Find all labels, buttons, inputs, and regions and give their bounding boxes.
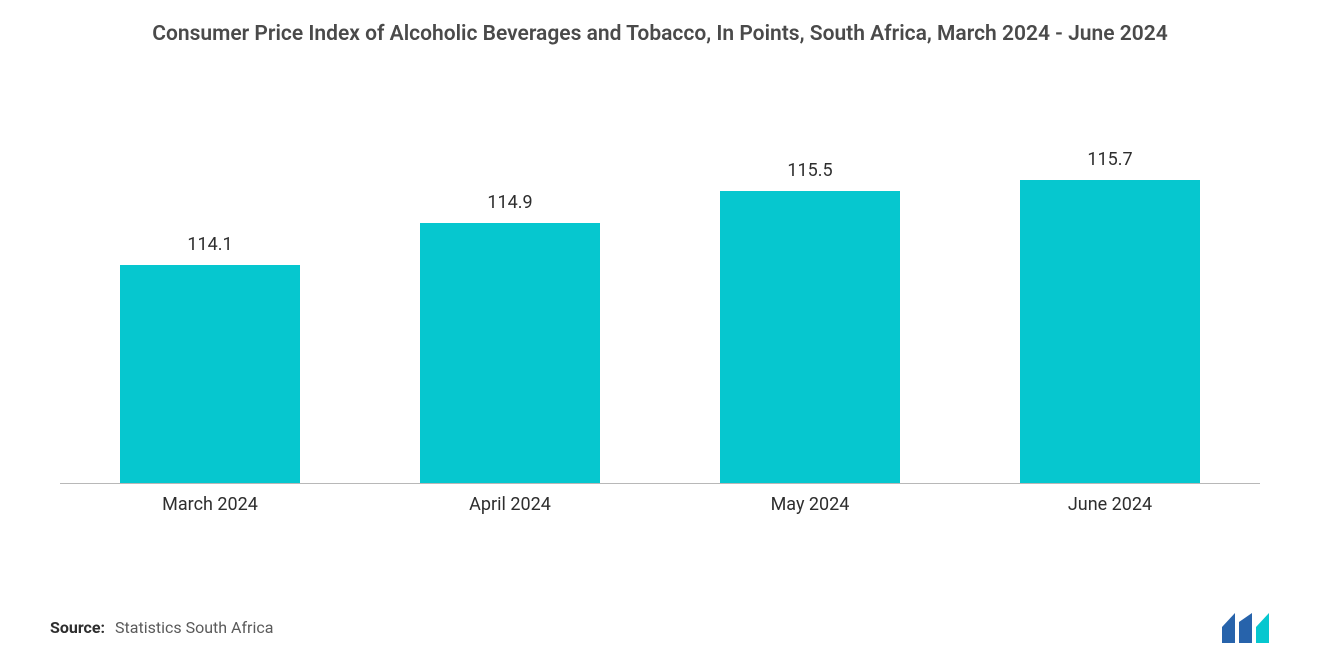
x-axis-labels: March 2024April 2024May 2024June 2024 xyxy=(40,484,1280,515)
bar-value-label: 115.5 xyxy=(787,160,832,181)
source-row: Source: Statistics South Africa xyxy=(50,618,273,637)
bar-value-label: 115.7 xyxy=(1087,149,1132,170)
bar-group: 114.1 xyxy=(60,234,360,483)
x-axis-label: April 2024 xyxy=(360,494,660,515)
bar xyxy=(1020,180,1200,483)
bar-group: 115.7 xyxy=(960,149,1260,483)
x-axis-label: June 2024 xyxy=(960,494,1260,515)
bar-group: 115.5 xyxy=(660,160,960,483)
brand-logo-icon xyxy=(1222,613,1280,643)
bar-value-label: 114.9 xyxy=(487,192,532,213)
chart-container: Consumer Price Index of Alcoholic Bevera… xyxy=(0,0,1320,665)
bar-value-label: 114.1 xyxy=(187,234,232,255)
plot-area: 114.1 114.9 115.5 115.7 xyxy=(40,98,1280,483)
bar-group: 114.9 xyxy=(360,192,660,483)
bar xyxy=(420,223,600,483)
source-text: Statistics South Africa xyxy=(115,618,273,637)
x-axis-label: March 2024 xyxy=(60,494,360,515)
bar xyxy=(120,265,300,483)
bar xyxy=(720,191,900,483)
chart-title: Consumer Price Index of Alcoholic Bevera… xyxy=(70,20,1250,48)
source-label: Source: xyxy=(50,618,105,637)
x-axis-label: May 2024 xyxy=(660,494,960,515)
